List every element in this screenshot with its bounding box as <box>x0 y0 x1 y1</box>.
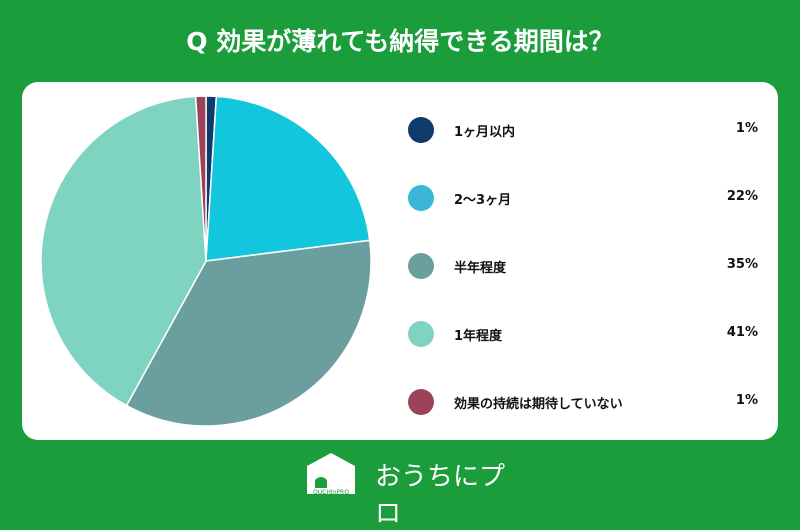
legend-value: 35% <box>726 257 758 272</box>
pie-chart <box>40 95 372 427</box>
legend-item: 1年程度 41% <box>408 321 768 347</box>
legend-swatch <box>408 321 434 347</box>
legend-value: 22% <box>726 189 758 204</box>
pie-slice <box>205 95 371 262</box>
legend-label: 半年程度 <box>454 261 507 276</box>
legend-swatch <box>408 117 434 143</box>
legend-value: 1% <box>735 121 758 136</box>
chart-title: Q 効果が薄れても納得できる期間は？ <box>186 27 614 56</box>
legend-label: 2〜3ヶ月 <box>454 193 512 208</box>
legend-swatch <box>408 185 434 211</box>
legend-item: 2〜3ヶ月 22% <box>408 185 768 211</box>
legend-label: 効果の持続は期待していない <box>454 397 623 412</box>
legend-label: 1年程度 <box>454 329 503 344</box>
brand-logo: OUCHInPRO おうちにプロ <box>305 450 525 529</box>
pie-slice <box>40 95 207 407</box>
brand-name: おうちにプロ <box>375 462 506 529</box>
legend-value: 41% <box>726 325 758 340</box>
pie-slice <box>194 95 207 262</box>
legend-item: 半年程度 35% <box>408 253 768 279</box>
legend-value: 1% <box>735 393 758 408</box>
legend-label: 1ヶ月以内 <box>454 125 516 140</box>
pie-slice <box>125 239 372 427</box>
house-logo-icon: OUCHInPRO <box>307 453 355 496</box>
legend-swatch <box>408 389 434 415</box>
chart-card: 1ヶ月以内 1% 2〜3ヶ月 22% 半年程度 35% 1年程度 41% 効果の持続は期待してい… <box>22 82 778 440</box>
legend-item: 効果の持続は期待していない 1% <box>408 389 768 415</box>
legend-item: 1ヶ月以内 1% <box>408 117 768 143</box>
logo-text: OUCHInPRO <box>313 489 349 496</box>
legend-swatch <box>408 253 434 279</box>
